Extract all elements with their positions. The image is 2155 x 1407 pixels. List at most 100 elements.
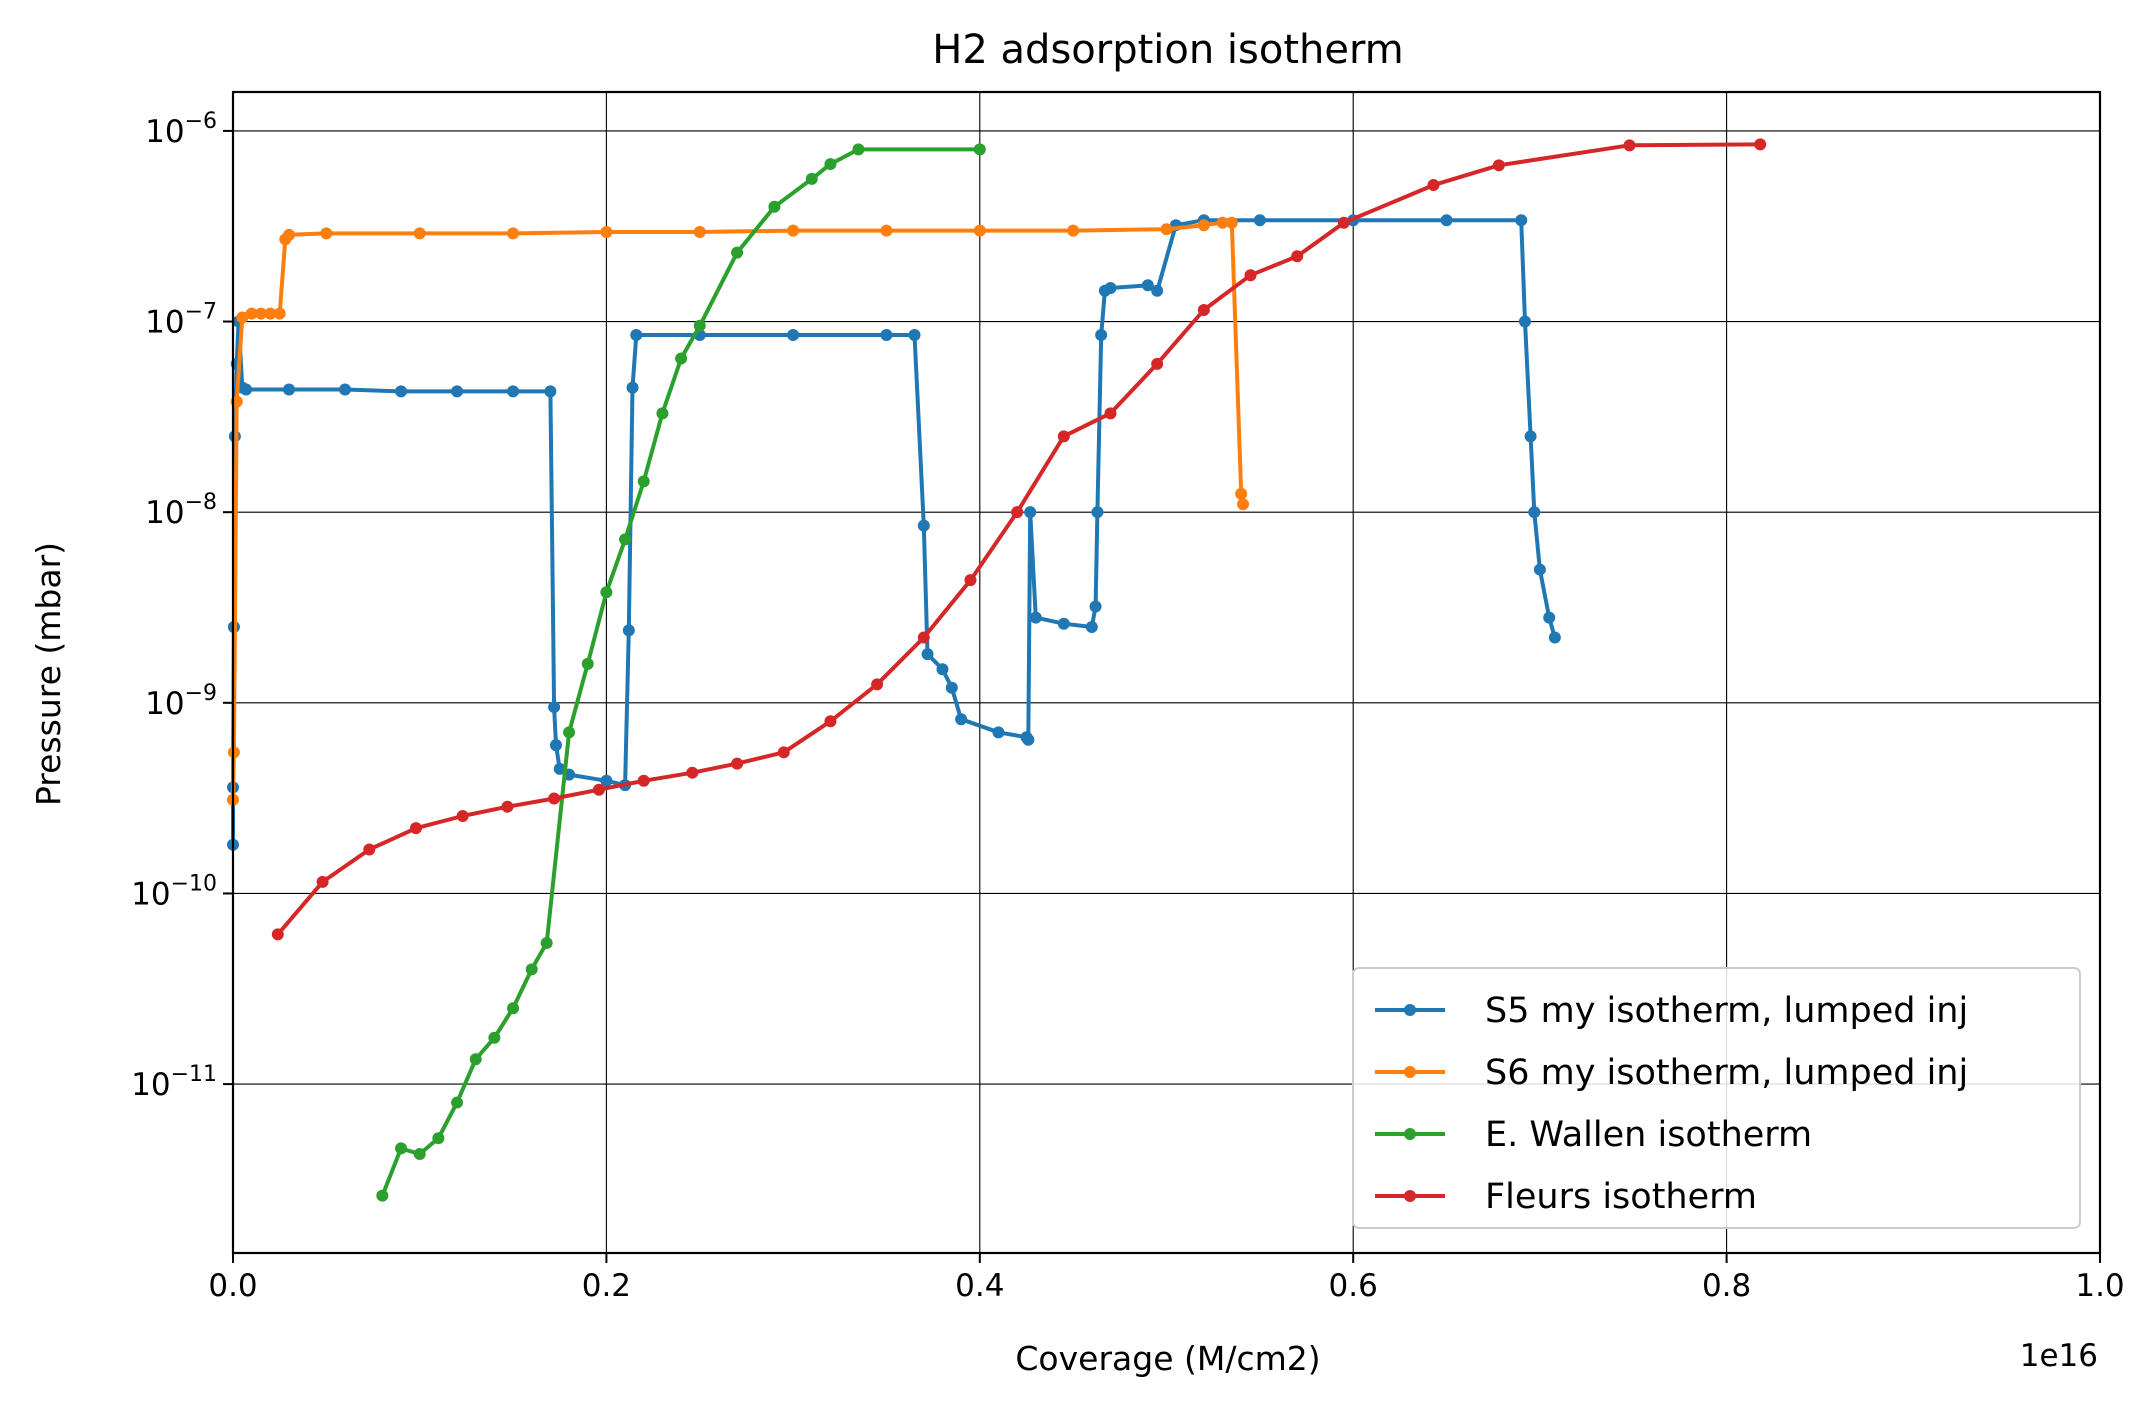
x-axis-label: Coverage (M/cm2) [1015, 1339, 1320, 1378]
data-point [1022, 733, 1035, 746]
data-point [824, 158, 837, 171]
data-point [787, 224, 800, 237]
data-point [1104, 281, 1117, 294]
data-point [1057, 617, 1070, 630]
series-3 [376, 143, 986, 1202]
x-tick-label: 0.0 [208, 1268, 257, 1304]
legend-entry: S6 my isotherm, lumped inj [1375, 1053, 1968, 1093]
data-point [787, 329, 800, 342]
legend-label: E. Wallen isotherm [1485, 1115, 1812, 1155]
legend-label: S6 my isotherm, lumped inj [1485, 1053, 1968, 1093]
data-point [1244, 269, 1257, 282]
data-point [1754, 138, 1767, 151]
data-point [622, 624, 635, 637]
data-point [413, 227, 426, 240]
data-point [1492, 159, 1505, 172]
data-point [731, 246, 744, 259]
data-point [921, 648, 934, 661]
y-tick-exponent: −6 [185, 109, 217, 134]
data-point [264, 307, 277, 320]
data-point [1291, 250, 1304, 263]
data-point [619, 533, 632, 546]
data-point [1024, 506, 1037, 519]
data-point [824, 715, 837, 728]
y-tick-base: 10 [145, 305, 184, 341]
data-point [283, 228, 296, 241]
y-tick-label: 10−11 [131, 1062, 217, 1103]
data-point [1104, 407, 1117, 420]
plot-frame [231, 90, 2102, 1255]
y-tick-label: 10−9 [145, 681, 217, 722]
data-point [1427, 179, 1440, 192]
legend-box [1352, 967, 2081, 1229]
y-tick-base: 10 [145, 114, 184, 150]
data-point [1225, 216, 1238, 229]
legend-label: S5 my isotherm, lumped inj [1485, 991, 1968, 1031]
data-point [1141, 279, 1154, 292]
data-point [592, 783, 605, 796]
legend: S5 my isotherm, lumped inj S6 my isotherm… [1352, 967, 2081, 1229]
data-point [339, 383, 352, 396]
data-point [1011, 506, 1024, 519]
data-point [1160, 223, 1173, 236]
data-point [1029, 611, 1042, 624]
data-point [271, 928, 284, 941]
x-axis-offset-label: 1e16 [2020, 1338, 2098, 1374]
data-point [581, 657, 594, 670]
x-tick-label: 0.4 [955, 1268, 1004, 1304]
data-point [1216, 216, 1229, 229]
data-point [964, 574, 977, 587]
y-tick-exponent: −11 [171, 1062, 217, 1087]
series-line [380, 147, 980, 1197]
data-point [540, 936, 553, 949]
y-tick-base: 10 [145, 686, 184, 722]
legend-swatch-marker [1404, 1004, 1416, 1016]
series-2 [227, 216, 1250, 806]
y-tick-base: 10 [131, 876, 170, 912]
data-point [871, 678, 884, 691]
data-point [693, 319, 706, 332]
data-point [507, 1002, 520, 1015]
data-point [553, 762, 566, 775]
x-tick-label: 0.2 [582, 1268, 631, 1304]
data-point [1515, 214, 1528, 227]
legend-swatch-marker [1404, 1066, 1416, 1078]
legend-items: S5 my isotherm, lumped inj S6 my isotherm… [1375, 991, 1968, 1217]
data-point [917, 631, 930, 644]
data-point [363, 843, 376, 856]
data-point [731, 757, 744, 770]
data-point [600, 225, 613, 238]
data-point [1533, 563, 1546, 576]
data-point [1337, 216, 1350, 229]
y-tick-label: 10−6 [145, 109, 217, 150]
data-point [805, 172, 818, 185]
data-point [1235, 487, 1248, 500]
x-tick-label: 0.6 [1329, 1268, 1378, 1304]
legend-label: Fleurs isotherm [1485, 1177, 1757, 1217]
data-point [973, 143, 986, 156]
data-point [880, 329, 893, 342]
data-point [548, 792, 561, 805]
legend-swatch-marker [1404, 1190, 1416, 1202]
y-tick-exponent: −9 [185, 681, 217, 706]
data-point [283, 383, 296, 396]
y-tick-exponent: −8 [185, 490, 217, 515]
x-tick-label: 1.0 [2075, 1268, 2124, 1304]
data-point [1548, 631, 1561, 644]
y-axis-label: Pressure (mbar) [29, 542, 68, 806]
data-point [451, 1096, 464, 1109]
data-point [525, 963, 538, 976]
data-point [675, 352, 688, 365]
data-point [626, 381, 639, 394]
data-point [488, 1031, 501, 1044]
data-point [852, 143, 865, 156]
data-point [1543, 611, 1556, 624]
data-point [469, 1053, 482, 1066]
legend-entry: Fleurs isotherm [1375, 1177, 1757, 1217]
data-point [451, 385, 464, 398]
chart-title: H2 adsorption isotherm [932, 27, 1403, 73]
data-point [413, 1147, 426, 1160]
data-point [1237, 498, 1250, 511]
y-tick-exponent: −10 [171, 871, 217, 896]
